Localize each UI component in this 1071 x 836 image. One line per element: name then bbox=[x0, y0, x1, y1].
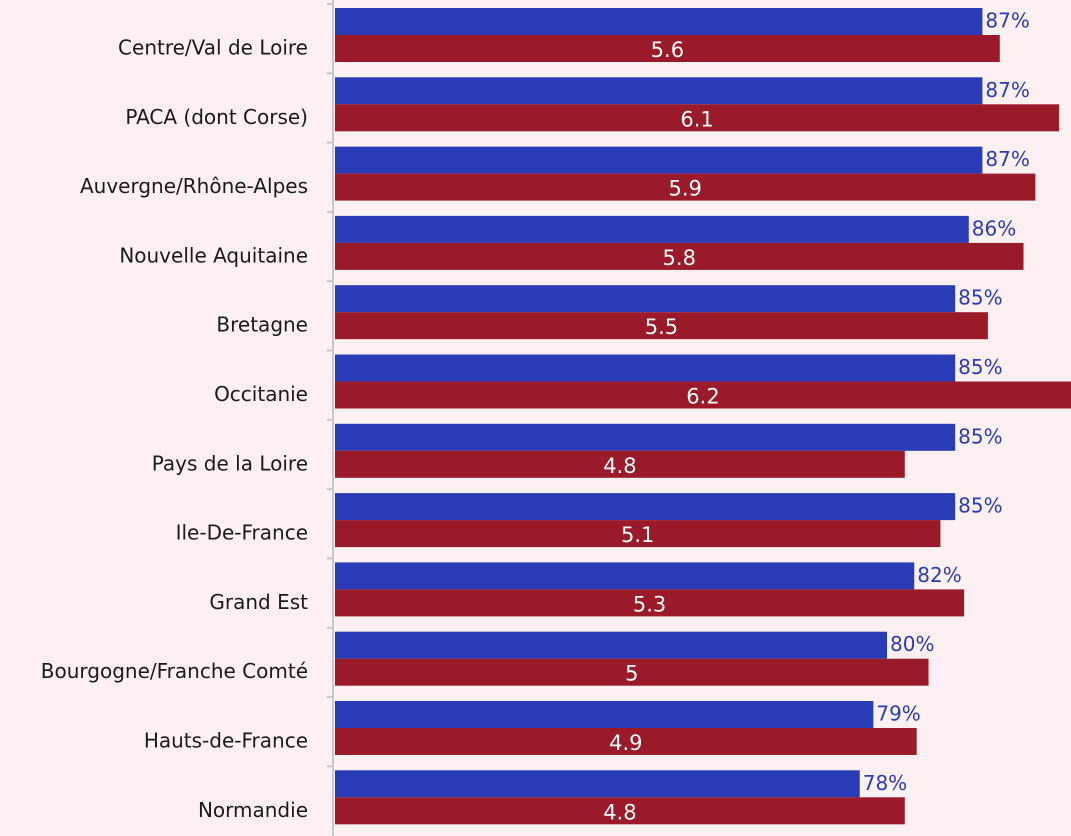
data-label: 85% bbox=[958, 494, 1002, 518]
data-label: 87% bbox=[985, 9, 1029, 33]
bar bbox=[335, 631, 887, 659]
y-tick-label: PACA (dont Corse) bbox=[125, 105, 308, 129]
y-tick-label: Pays de la Loire bbox=[152, 451, 308, 475]
y-tick-label: Centre/Val de Loire bbox=[118, 36, 308, 60]
bar bbox=[335, 77, 983, 105]
bar bbox=[335, 8, 983, 35]
bar bbox=[335, 285, 956, 313]
y-tick-label: Hauts-de-France bbox=[144, 729, 308, 753]
y-tick-label: Auvergne/Rhône-Alpes bbox=[80, 174, 308, 198]
data-label: 6.1 bbox=[680, 107, 713, 131]
y-tick-label: Normandie bbox=[198, 798, 308, 822]
bar bbox=[335, 242, 1024, 270]
data-label: 5.5 bbox=[645, 315, 678, 339]
data-label: 86% bbox=[972, 216, 1016, 240]
data-label: 5.6 bbox=[651, 38, 684, 62]
y-tick-label: Ile-De-France bbox=[176, 521, 308, 545]
y-tick-label: Nouvelle Aquitaine bbox=[119, 243, 308, 267]
bar bbox=[335, 312, 988, 340]
data-label: 82% bbox=[917, 563, 961, 587]
bar bbox=[335, 173, 1036, 201]
bar bbox=[335, 562, 915, 590]
bar bbox=[335, 450, 905, 478]
data-label: 5.8 bbox=[663, 246, 696, 270]
y-tick-label: Grand Est bbox=[209, 590, 308, 614]
data-label: 4.9 bbox=[609, 731, 642, 755]
bar bbox=[335, 658, 929, 686]
y-tick-label: Occitanie bbox=[214, 382, 308, 406]
data-label: 79% bbox=[876, 702, 920, 726]
bar bbox=[335, 381, 1071, 409]
bar bbox=[335, 423, 956, 451]
bar bbox=[335, 104, 1060, 132]
bar bbox=[335, 770, 860, 798]
data-label: 80% bbox=[890, 632, 934, 656]
bar bbox=[335, 589, 965, 617]
bar bbox=[335, 215, 969, 243]
bar bbox=[335, 728, 917, 755]
data-label: 78% bbox=[863, 771, 907, 795]
data-label: 5.3 bbox=[633, 592, 666, 616]
data-label: 87% bbox=[985, 147, 1029, 171]
data-label: 6.2 bbox=[686, 385, 719, 409]
bar bbox=[335, 520, 941, 548]
bar bbox=[335, 146, 983, 174]
data-label: 85% bbox=[958, 424, 1002, 448]
bar bbox=[335, 797, 905, 825]
bar bbox=[335, 701, 874, 728]
y-tick-label: Bourgogne/Franche Comté bbox=[41, 659, 308, 683]
y-tick-label: Bretagne bbox=[216, 313, 308, 337]
bar bbox=[335, 354, 956, 382]
data-label: 5.9 bbox=[668, 177, 701, 201]
data-label: 85% bbox=[958, 286, 1002, 310]
bar bbox=[335, 493, 956, 521]
bar bbox=[335, 35, 1000, 62]
data-label: 5 bbox=[625, 662, 638, 686]
data-label: 5.1 bbox=[621, 523, 654, 547]
data-label: 85% bbox=[958, 355, 1002, 379]
data-label: 87% bbox=[985, 78, 1029, 102]
data-label: 4.8 bbox=[603, 800, 636, 824]
data-label: 4.8 bbox=[603, 454, 636, 478]
